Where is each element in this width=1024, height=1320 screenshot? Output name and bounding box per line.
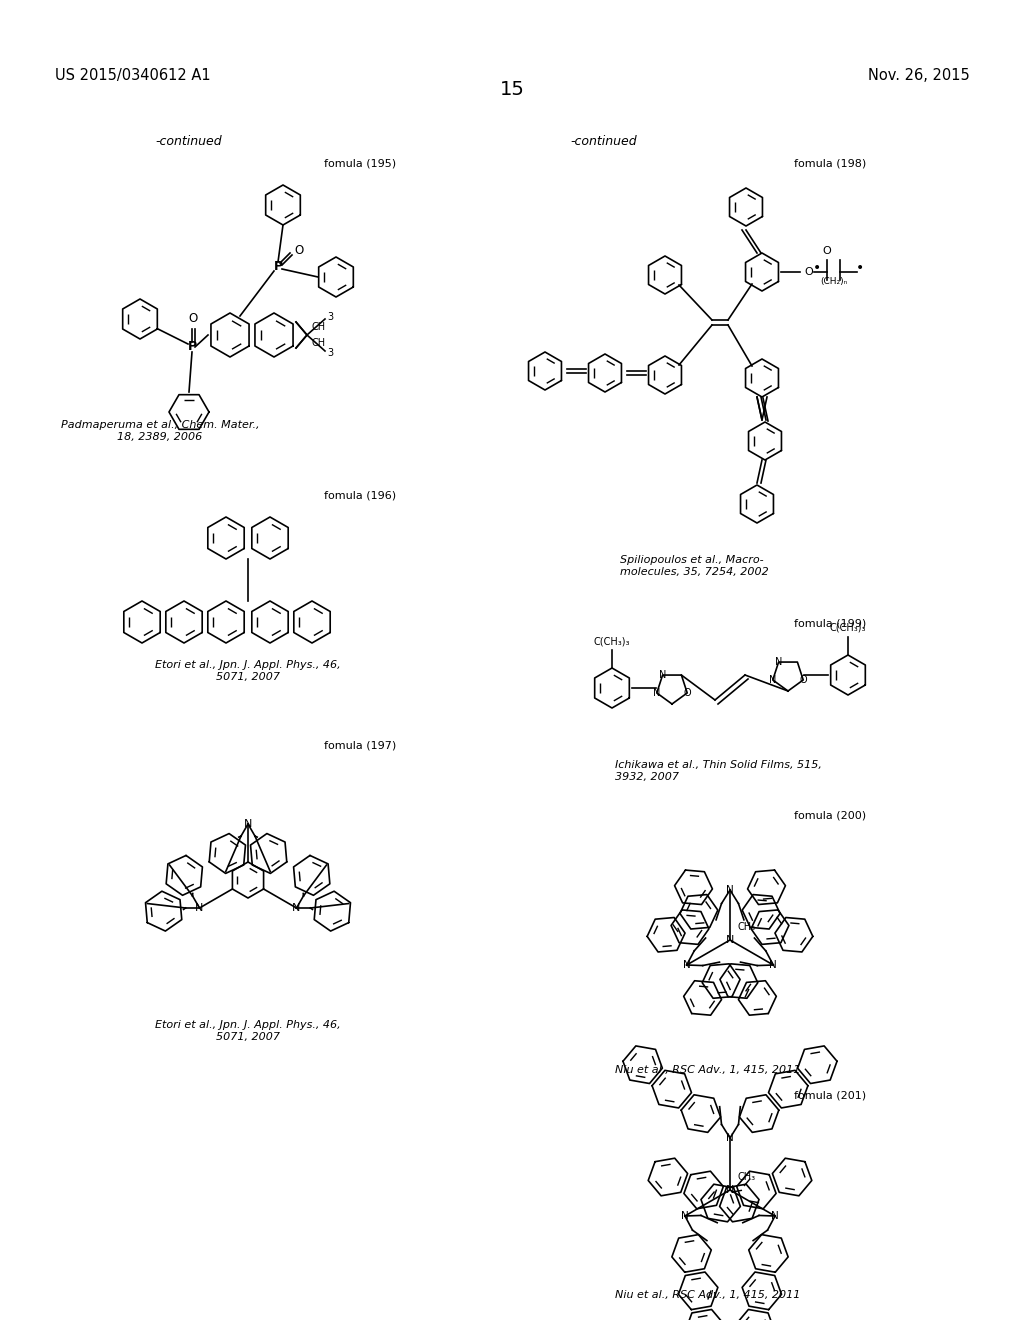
Text: CH: CH [312,338,326,348]
Text: CH: CH [312,322,326,333]
Text: •: • [856,261,864,275]
Text: N: N [726,1133,734,1143]
Text: O: O [188,312,198,325]
Text: fomula (197): fomula (197) [324,741,396,750]
Text: fomula (201): fomula (201) [794,1090,866,1100]
Text: N: N [681,1210,689,1221]
Text: C(CH₃)₃: C(CH₃)₃ [829,623,866,634]
Text: 15: 15 [500,81,524,99]
Text: US 2015/0340612 A1: US 2015/0340612 A1 [55,69,211,83]
Text: •: • [813,261,821,275]
Text: N: N [769,675,776,685]
Text: fomula (198): fomula (198) [794,158,866,168]
Text: P: P [273,260,283,273]
Text: fomula (199): fomula (199) [794,618,866,628]
Text: N: N [244,818,252,829]
Text: -continued: -continued [570,135,637,148]
Text: N: N [726,884,734,895]
Text: O: O [822,246,831,256]
Text: N: N [775,657,782,667]
Text: O: O [800,675,807,685]
Text: N: N [771,1210,779,1221]
Text: O: O [804,267,813,277]
Text: N: N [653,688,660,698]
Text: O: O [294,244,303,257]
Text: Etori et al., Jpn. J. Appl. Phys., 46,
5071, 2007: Etori et al., Jpn. J. Appl. Phys., 46, 5… [156,660,341,681]
Text: Ichikawa et al., Thin Solid Films, 515,
3932, 2007: Ichikawa et al., Thin Solid Films, 515, … [615,760,822,781]
Text: C(CH₃)₃: C(CH₃)₃ [594,636,630,645]
Text: N: N [726,935,734,945]
Text: fomula (195): fomula (195) [324,158,396,168]
Text: Niu et al., RSC Adv., 1, 415, 2011: Niu et al., RSC Adv., 1, 415, 2011 [615,1290,801,1300]
Text: Etori et al., Jpn. J. Appl. Phys., 46,
5071, 2007: Etori et al., Jpn. J. Appl. Phys., 46, 5… [156,1020,341,1041]
Text: Niu et al., RSC Adv., 1, 415, 2011: Niu et al., RSC Adv., 1, 415, 2011 [615,1065,801,1074]
Text: CH₃: CH₃ [738,1172,756,1181]
Text: N: N [726,1185,734,1195]
Text: N: N [658,671,667,680]
Text: Spiliopoulos et al., Macro-
molecules, 35, 7254, 2002: Spiliopoulos et al., Macro- molecules, 3… [620,554,769,577]
Text: -continued: -continued [155,135,221,148]
Text: fomula (200): fomula (200) [794,810,866,820]
Text: Padmaperuma et al., Chem. Mater.,
18, 2389, 2006: Padmaperuma et al., Chem. Mater., 18, 23… [60,420,259,442]
Text: N: N [769,960,777,970]
Text: N: N [683,960,690,970]
Text: fomula (196): fomula (196) [324,490,396,500]
Text: (CH₂)ₙ: (CH₂)ₙ [820,277,848,286]
Text: 3: 3 [327,348,333,358]
Text: CH₃: CH₃ [738,921,756,932]
Text: Nov. 26, 2015: Nov. 26, 2015 [868,69,970,83]
Text: N: N [292,903,301,913]
Text: 3: 3 [327,312,333,322]
Text: N: N [196,903,204,913]
Text: P: P [187,341,197,354]
Text: O: O [683,688,691,698]
